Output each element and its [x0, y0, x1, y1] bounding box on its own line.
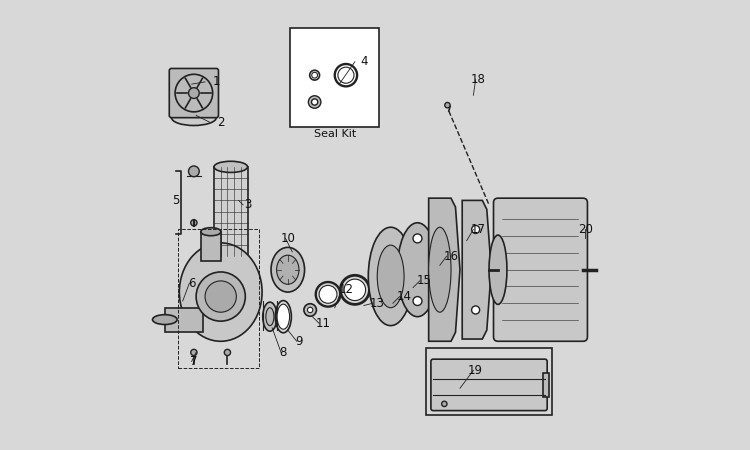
Circle shape: [472, 306, 480, 314]
Ellipse shape: [304, 304, 316, 316]
Circle shape: [224, 349, 230, 356]
Text: Seal Kit: Seal Kit: [314, 129, 356, 139]
Ellipse shape: [312, 72, 317, 78]
Circle shape: [442, 401, 447, 406]
Polygon shape: [429, 198, 460, 341]
Circle shape: [190, 220, 197, 226]
Circle shape: [190, 349, 197, 356]
Circle shape: [413, 234, 422, 243]
FancyBboxPatch shape: [170, 68, 218, 117]
Ellipse shape: [266, 308, 274, 326]
Text: 6: 6: [188, 277, 196, 290]
Ellipse shape: [277, 304, 290, 329]
Bar: [214, 167, 248, 256]
Ellipse shape: [489, 235, 507, 304]
Bar: [543, 373, 550, 397]
Text: 15: 15: [417, 274, 432, 288]
Text: 11: 11: [316, 317, 331, 330]
Circle shape: [188, 166, 200, 177]
Ellipse shape: [172, 110, 216, 126]
Text: 10: 10: [280, 232, 296, 245]
Ellipse shape: [277, 255, 299, 284]
Text: 4: 4: [360, 55, 368, 68]
Text: 5: 5: [172, 194, 180, 207]
Text: 7: 7: [190, 355, 198, 368]
Circle shape: [472, 225, 480, 234]
Text: 18: 18: [470, 73, 485, 86]
Text: 13: 13: [370, 297, 385, 310]
Ellipse shape: [377, 245, 404, 308]
FancyBboxPatch shape: [494, 198, 587, 341]
Text: 19: 19: [468, 364, 483, 377]
Text: 17: 17: [470, 223, 485, 236]
Text: 12: 12: [338, 284, 353, 297]
Text: 9: 9: [296, 335, 303, 348]
Circle shape: [445, 103, 450, 108]
Text: 2: 2: [217, 116, 224, 129]
Bar: [290, 28, 380, 126]
Polygon shape: [462, 200, 491, 339]
Ellipse shape: [271, 248, 304, 292]
Ellipse shape: [368, 227, 413, 326]
Circle shape: [308, 96, 321, 108]
Ellipse shape: [262, 302, 277, 331]
Circle shape: [311, 99, 318, 105]
Bar: [178, 230, 259, 368]
Text: 16: 16: [443, 250, 458, 263]
Text: 20: 20: [578, 223, 592, 236]
Ellipse shape: [338, 67, 354, 83]
Text: 14: 14: [397, 290, 412, 303]
Ellipse shape: [214, 161, 248, 172]
Circle shape: [188, 88, 200, 99]
Ellipse shape: [319, 285, 337, 303]
Bar: [427, 348, 552, 415]
Ellipse shape: [429, 227, 451, 312]
Bar: [200, 232, 220, 261]
Ellipse shape: [179, 243, 262, 341]
Ellipse shape: [201, 228, 221, 236]
Ellipse shape: [398, 223, 437, 317]
Bar: [165, 308, 202, 333]
Text: 8: 8: [280, 346, 287, 359]
Text: 3: 3: [244, 198, 251, 211]
Circle shape: [205, 281, 236, 312]
Ellipse shape: [344, 279, 365, 301]
Text: 1: 1: [212, 76, 220, 88]
FancyBboxPatch shape: [431, 359, 548, 410]
Ellipse shape: [152, 315, 177, 324]
Ellipse shape: [308, 307, 313, 313]
Circle shape: [413, 297, 422, 306]
Circle shape: [196, 272, 245, 321]
